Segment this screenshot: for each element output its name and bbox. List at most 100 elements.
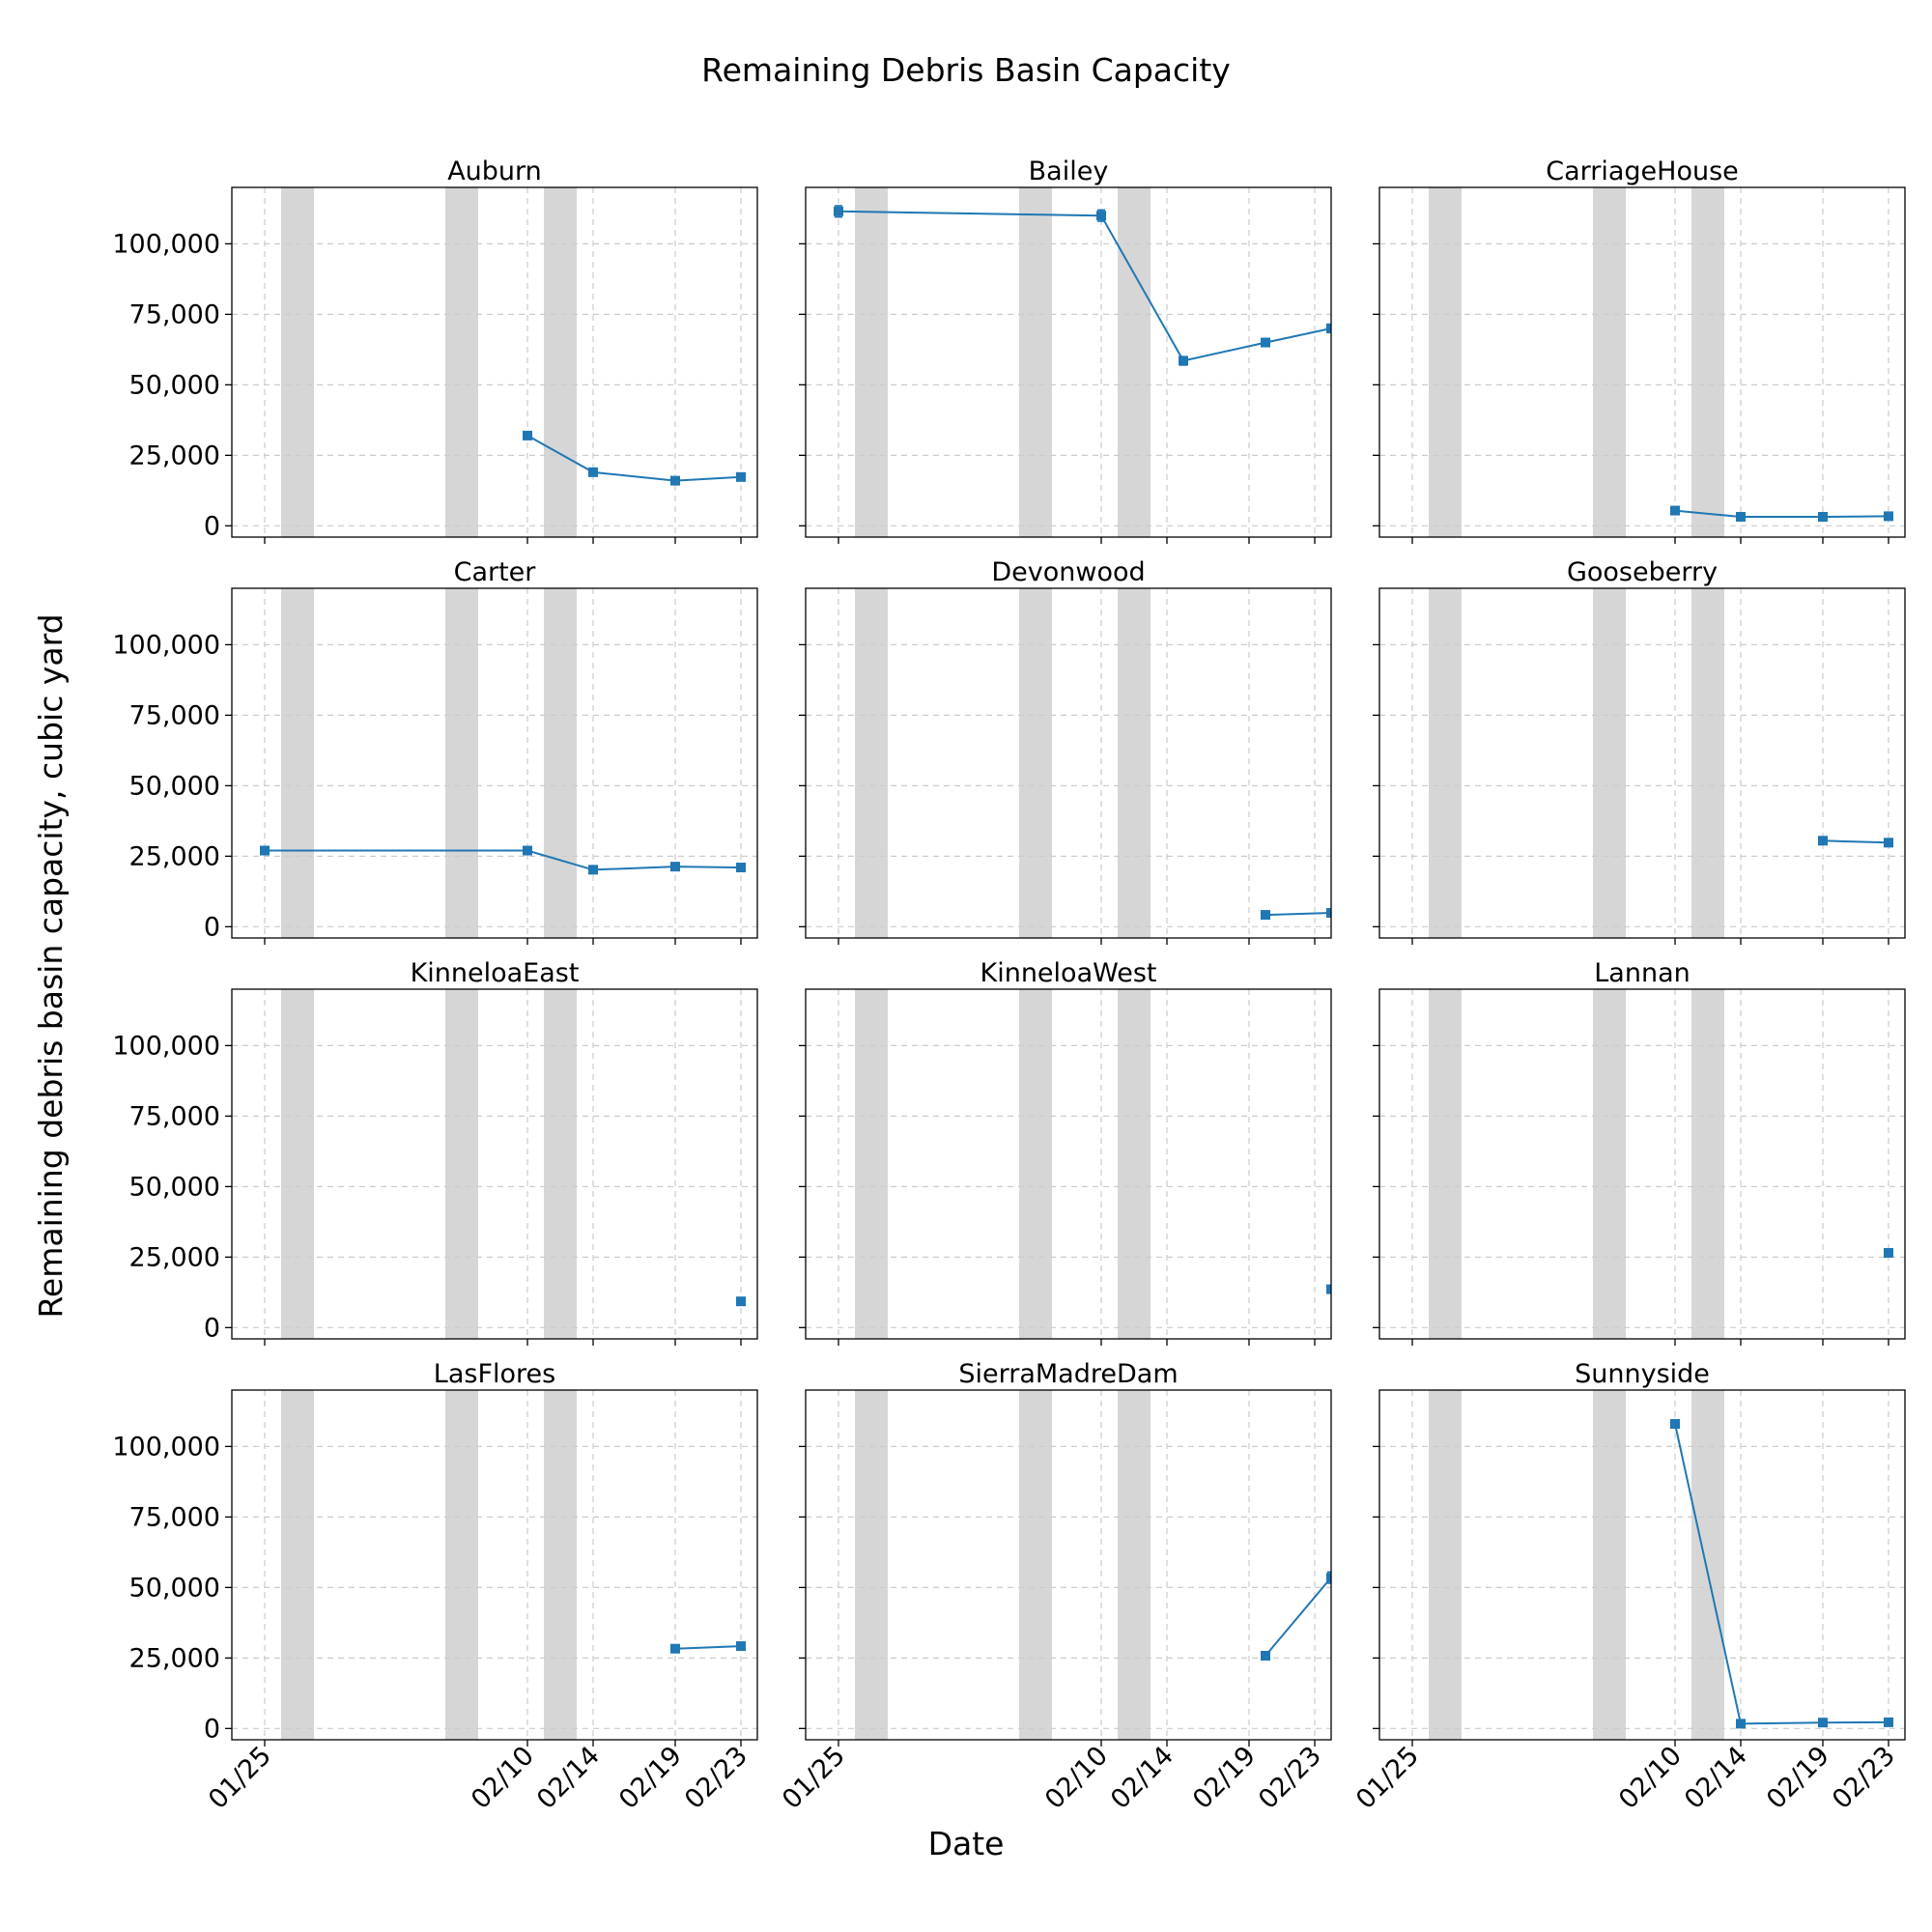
shaded-period (1593, 1390, 1626, 1740)
panel-frame (805, 1389, 1332, 1741)
data-point (1736, 1719, 1746, 1729)
shaded-period (855, 588, 888, 938)
y-tick-label: 50,000 (129, 1573, 220, 1603)
y-tick-label: 25,000 (129, 841, 220, 871)
data-point (834, 206, 843, 216)
panel-title: SierraMadreDam (958, 1359, 1178, 1389)
panel-plot-area (232, 187, 757, 537)
data-point (1179, 355, 1188, 366)
shaded-period (1429, 989, 1462, 1339)
panel-lannan: Lannan (1373, 958, 1906, 1346)
data-point (736, 863, 746, 873)
shaded-period (1429, 588, 1462, 938)
shaded-period (544, 1390, 577, 1740)
data-point (588, 865, 598, 875)
data-point (1261, 910, 1270, 921)
x-tick-label: 01/25 (203, 1741, 277, 1815)
panel-carter: Carter 0 25,000 50,000 75,000 100,000 (112, 557, 758, 945)
panel-plot-area (806, 989, 1331, 1339)
panel-frame (1378, 988, 1906, 1340)
x-tick-label: 02/14 (1679, 1741, 1753, 1815)
panel-devonwood: Devonwood (799, 557, 1332, 945)
shaded-period (855, 989, 888, 1339)
data-point (523, 845, 532, 856)
panel-plot-area (1379, 187, 1905, 537)
data-point (1884, 1717, 1893, 1727)
panel-frame (231, 587, 758, 939)
panel-plot-area (806, 187, 1331, 537)
panel-title: KinneloaEast (411, 958, 580, 988)
y-tick-label: 100,000 (112, 630, 220, 660)
shaded-period (1691, 588, 1724, 938)
data-point (1326, 1284, 1331, 1294)
series-line (838, 210, 1331, 362)
shaded-period (445, 588, 478, 938)
panel-kinneloawest: KinneloaWest (799, 958, 1332, 1346)
y-tick-label: 0 (204, 1313, 220, 1343)
data-point (736, 1641, 746, 1652)
series-line (526, 435, 742, 482)
panel-title: Bailey (1029, 156, 1109, 186)
shaded-period (1593, 989, 1626, 1339)
panel-title: Lannan (1594, 958, 1690, 988)
series-line (1264, 1577, 1331, 1657)
shaded-period (1593, 187, 1626, 537)
data-point (1818, 1718, 1828, 1728)
x-tick-label: 02/19 (1187, 1741, 1262, 1815)
panel-frame (805, 186, 1332, 538)
y-tick-label: 75,000 (129, 299, 220, 329)
panel-frame (805, 587, 1332, 939)
y-tick-label: 75,000 (129, 1502, 220, 1532)
panel-title: Gooseberry (1567, 557, 1718, 587)
x-tick-label: 02/10 (466, 1741, 540, 1815)
panel-frame (805, 988, 1332, 1340)
shaded-period (1118, 187, 1151, 537)
figure-title: Remaining Debris Basin Capacity (701, 51, 1231, 89)
y-axis-title: Remaining debris basin capacity, cubic y… (32, 613, 70, 1318)
x-tick-label: 02/10 (1039, 1741, 1114, 1815)
panel-plot-area (806, 1390, 1331, 1740)
y-tick-label: 50,000 (129, 1172, 220, 1202)
panel-frame (1378, 1389, 1906, 1741)
panel-plot-area (232, 989, 757, 1339)
series-line (674, 1645, 742, 1650)
data-point (523, 430, 532, 440)
data-point (1326, 908, 1331, 919)
data-point (1326, 323, 1331, 333)
data-point (1818, 836, 1828, 846)
shaded-period (445, 989, 478, 1339)
panel-frame (1378, 186, 1906, 538)
panel-title: Auburn (447, 156, 542, 186)
shaded-period (281, 588, 314, 938)
panel-auburn: Auburn 0 25,000 50,000 75,000 100,000 (112, 156, 758, 544)
panel-plot-area (1379, 1390, 1905, 1740)
shaded-period (1019, 187, 1052, 537)
data-point (1326, 1573, 1331, 1583)
data-point (670, 1643, 680, 1654)
y-tick-label: 25,000 (129, 1242, 220, 1272)
panel-title: Devonwood (991, 557, 1145, 587)
shaded-period (1019, 989, 1052, 1339)
x-tick-label: 02/10 (1613, 1741, 1688, 1815)
series-line (1674, 509, 1889, 518)
panel-plot-area (806, 588, 1331, 938)
data-point (1818, 511, 1828, 522)
panel-kinneloaeast: KinneloaEast 0 25,000 50,000 75,000 100,000 (112, 958, 758, 1346)
panel-frame (231, 186, 758, 538)
shaded-period (445, 1390, 478, 1740)
data-point (1884, 838, 1893, 848)
x-tick-label: 02/23 (1253, 1741, 1327, 1815)
shaded-period (1019, 588, 1052, 938)
x-tick-label: 02/23 (1827, 1741, 1901, 1815)
data-point (1736, 511, 1746, 522)
panel-title: KinneloaWest (980, 958, 1157, 988)
panel-bailey: Bailey (799, 156, 1332, 544)
x-tick-label: 02/14 (1105, 1741, 1179, 1815)
shaded-period (1429, 187, 1462, 537)
y-tick-label: 0 (204, 1714, 220, 1744)
data-point (736, 471, 746, 482)
panel-title: CarriageHouse (1546, 156, 1739, 186)
y-tick-label: 25,000 (129, 440, 220, 470)
